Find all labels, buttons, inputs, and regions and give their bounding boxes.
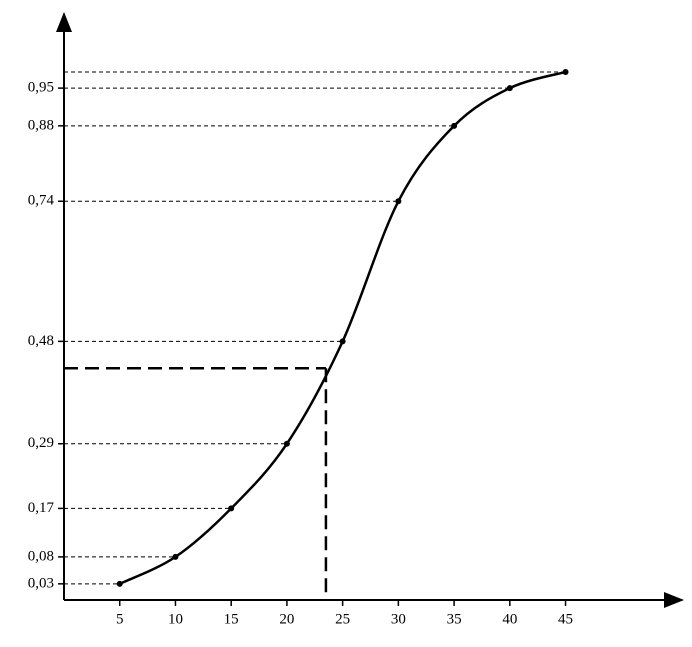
point <box>562 68 569 75</box>
y-tick-label: 0,88 <box>28 117 54 133</box>
y-tick-label: 0,95 <box>28 80 54 96</box>
y-tick-label: 0,74 <box>28 193 55 209</box>
point <box>451 122 458 129</box>
point <box>116 580 123 587</box>
point <box>228 505 235 512</box>
y-tick-label: 0,03 <box>28 575 54 591</box>
x-tick-label: 45 <box>558 611 573 627</box>
x-tick-label: 15 <box>224 611 239 627</box>
point <box>395 198 402 205</box>
y-tick-label: 0,48 <box>28 333 54 349</box>
y-tick-label: 0,08 <box>28 548 54 564</box>
x-tick-label: 30 <box>391 611 406 627</box>
x-tick-label: 35 <box>447 611 462 627</box>
x-tick-label: 10 <box>168 611 183 627</box>
x-tick-label: 40 <box>502 611 517 627</box>
point <box>172 553 179 560</box>
y-tick-label: 0,17 <box>28 500 55 516</box>
y-tick-label: 0,29 <box>28 435 54 451</box>
curve <box>119 70 566 585</box>
x-tick-label: 25 <box>335 611 350 627</box>
point <box>506 85 513 92</box>
point <box>283 440 290 447</box>
x-tick-label: 20 <box>279 611 294 627</box>
x-tick-label: 5 <box>116 611 124 627</box>
point <box>339 338 346 345</box>
